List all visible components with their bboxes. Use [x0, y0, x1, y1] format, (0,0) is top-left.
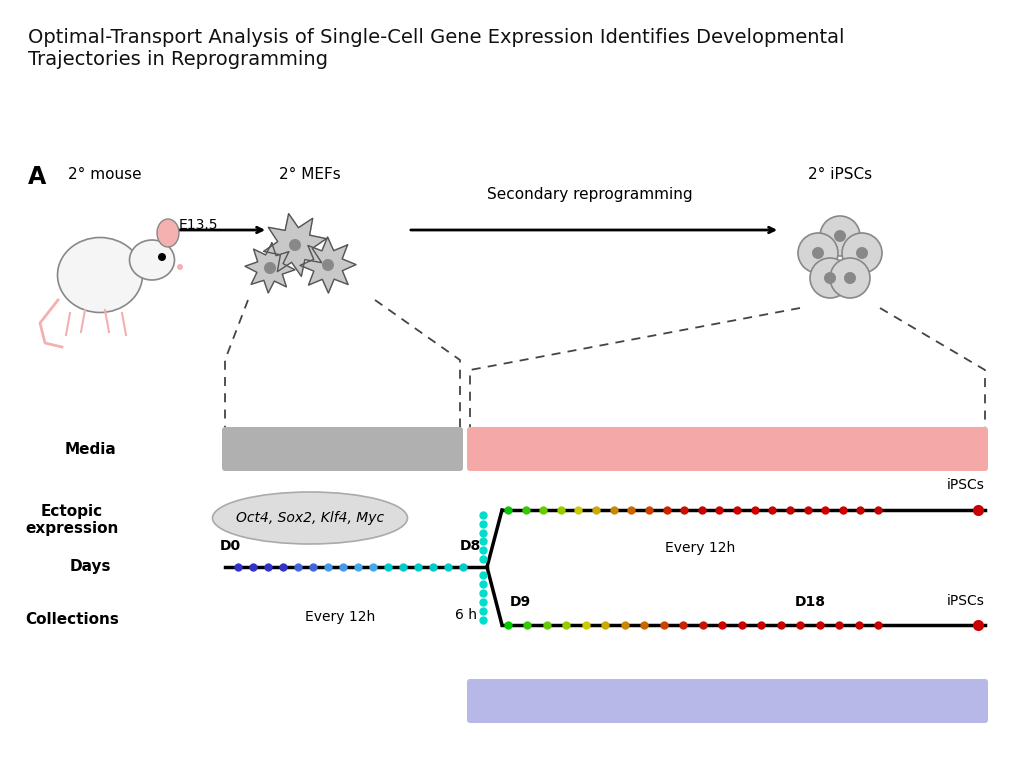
Circle shape	[824, 272, 836, 284]
Text: Optimal-Transport Analysis of Single-Cell Gene Expression Identifies Development: Optimal-Transport Analysis of Single-Cel…	[28, 28, 845, 47]
FancyBboxPatch shape	[467, 427, 988, 471]
Circle shape	[812, 247, 824, 259]
Text: E13.5: E13.5	[178, 218, 218, 232]
Circle shape	[289, 239, 301, 251]
Text: Every 12h: Every 12h	[305, 610, 375, 624]
Text: Oct4, Sox2, Klf4, Myc: Oct4, Sox2, Klf4, Myc	[236, 511, 384, 525]
Text: 2° MEFs: 2° MEFs	[280, 167, 341, 182]
Text: 2° mouse: 2° mouse	[69, 167, 141, 182]
Text: D8: D8	[460, 539, 480, 553]
Ellipse shape	[213, 492, 408, 544]
Text: Phase-1 (Dox): Phase-1 (Dox)	[276, 440, 408, 458]
Circle shape	[856, 247, 868, 259]
Text: D18: D18	[795, 595, 825, 609]
Circle shape	[177, 264, 183, 270]
Ellipse shape	[157, 219, 179, 247]
Circle shape	[158, 253, 166, 261]
Circle shape	[264, 262, 276, 274]
Ellipse shape	[129, 240, 174, 280]
Text: Phase-2 (serum): Phase-2 (serum)	[650, 692, 804, 710]
Circle shape	[820, 216, 860, 256]
Text: Phase-2 (2i): Phase-2 (2i)	[671, 440, 783, 458]
Circle shape	[830, 258, 870, 298]
Text: Days: Days	[70, 559, 111, 574]
Polygon shape	[245, 243, 295, 293]
Text: 2° iPSCs: 2° iPSCs	[808, 167, 872, 182]
Text: Ectopic
expression: Ectopic expression	[26, 504, 119, 536]
Text: Collections: Collections	[25, 613, 119, 627]
Text: Media: Media	[65, 442, 116, 456]
Text: A: A	[28, 165, 46, 189]
Text: iPSCs: iPSCs	[947, 478, 985, 492]
Text: Secondary reprogramming: Secondary reprogramming	[487, 187, 693, 202]
Text: D9: D9	[510, 595, 531, 609]
Circle shape	[844, 272, 856, 284]
Text: iPSCs: iPSCs	[947, 594, 985, 608]
Circle shape	[798, 233, 838, 273]
FancyBboxPatch shape	[467, 679, 988, 723]
Circle shape	[322, 259, 334, 271]
Circle shape	[834, 230, 846, 242]
Text: D0: D0	[219, 539, 241, 553]
Text: 6 h: 6 h	[455, 608, 477, 622]
Text: Trajectories in Reprogramming: Trajectories in Reprogramming	[28, 50, 328, 69]
FancyBboxPatch shape	[222, 427, 463, 471]
Ellipse shape	[57, 238, 142, 312]
Circle shape	[810, 258, 850, 298]
Circle shape	[842, 233, 882, 273]
Text: Every 12h: Every 12h	[665, 541, 735, 555]
Polygon shape	[300, 237, 356, 293]
Polygon shape	[263, 214, 327, 276]
